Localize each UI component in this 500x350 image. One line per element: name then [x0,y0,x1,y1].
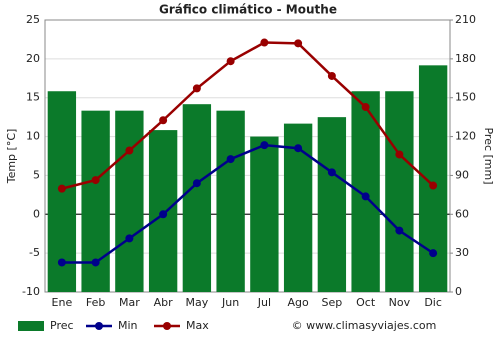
bar [385,91,414,292]
point [57,184,66,193]
point [125,146,134,155]
y2-axis-title: Prec [mm] [482,127,495,184]
x-tick-label: Jul [257,296,271,309]
point [91,176,100,185]
y-tick-label: 15 [26,91,40,104]
point [327,71,336,80]
x-tick-label: Oct [356,296,376,309]
y2-tick-label: 60 [455,207,469,220]
legend-label: Min [118,319,138,332]
bar [351,91,380,292]
x-tick-label: Abr [154,296,174,309]
x-tick-label: Jun [221,296,239,309]
x-tick-label: Dic [424,296,442,309]
y2-tick-label: 210 [455,13,476,26]
bar [216,110,245,293]
point [429,181,438,190]
point [226,155,235,164]
x-tick-label: Mar [119,296,140,309]
y2-tick-label: 0 [455,285,462,298]
bar [182,104,212,292]
y2-tick-label: 150 [455,91,476,104]
y-tick-label: 5 [33,168,40,181]
y-tick-label: 0 [33,207,40,220]
x-tick-label: Nov [389,296,411,309]
line [61,143,434,264]
legend-swatch [163,322,171,330]
point [192,179,201,188]
point [395,150,404,159]
y-tick-label: 20 [26,52,40,65]
y-axis-title: Temp [°C] [5,129,18,185]
legend-swatch [95,322,103,330]
y2-tick-label: 120 [455,130,476,143]
y2-tick-label: 180 [455,52,476,65]
bar [115,110,144,293]
point [327,168,336,177]
y-tick-label: 25 [26,13,40,26]
x-tick-label: Ago [288,296,310,309]
legend-label: Max [186,319,209,332]
point [57,258,66,267]
chart-title: Gráfico climático - Mouthe [159,3,337,17]
point [429,249,438,258]
y-tick-label: -5 [29,246,40,259]
point [226,57,235,66]
point [361,192,370,201]
y2-tick-label: 30 [455,246,469,259]
point [294,39,303,48]
point [361,103,370,112]
point [159,116,168,125]
x-tick-label: Sep [322,296,343,309]
point [159,210,168,219]
x-tick-label: Ene [52,296,73,309]
line [61,41,434,190]
bar [250,136,279,292]
x-tick-label: Feb [86,296,105,309]
x-tick-label: May [186,296,209,309]
point [395,226,404,235]
point [125,234,134,243]
bar [418,65,448,292]
point [91,258,100,267]
bar [317,117,347,293]
point [260,38,269,47]
legend-label: Prec [50,319,74,332]
y2-tick-label: 90 [455,168,469,181]
y-tick-label: 10 [26,130,40,143]
legend-swatch [18,321,44,331]
point [294,144,303,153]
point [260,141,269,150]
plot-frame [44,19,451,293]
y-tick-label: -10 [22,285,40,298]
point [192,84,201,93]
credit: © www.climasyviajes.com [292,319,437,332]
